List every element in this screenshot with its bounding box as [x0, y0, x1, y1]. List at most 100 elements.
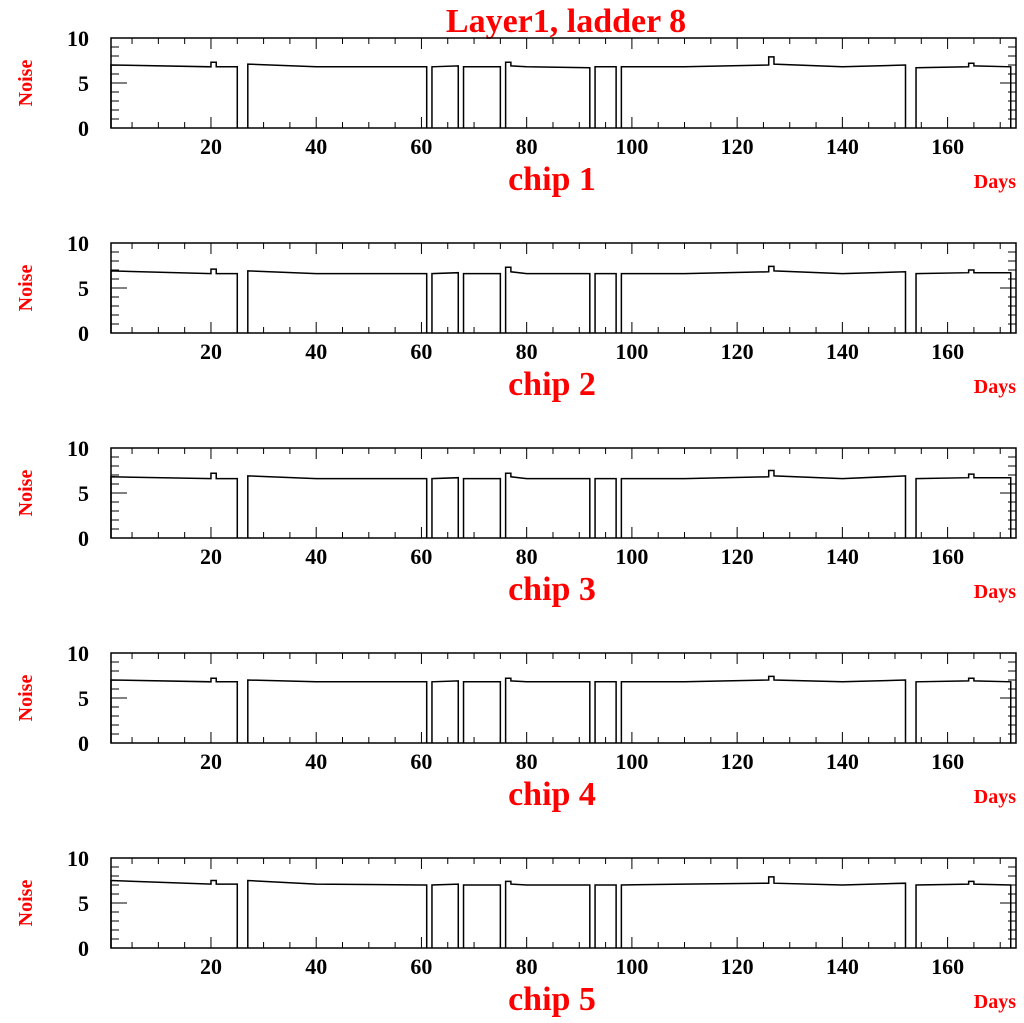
x-tick-label: 40 — [305, 749, 327, 774]
y-tick-label: 0 — [78, 936, 89, 961]
x-tick-label: 60 — [410, 134, 432, 159]
x-tick-label: 100 — [615, 339, 648, 364]
series-segment — [462, 272, 502, 333]
x-tick-label: 120 — [721, 544, 754, 569]
x-tick-label: 60 — [410, 339, 432, 364]
series-segment — [462, 66, 502, 128]
series-segment — [620, 876, 907, 948]
x-tick-label: 160 — [931, 749, 964, 774]
series-segment — [620, 675, 907, 743]
x-tick-label: 160 — [931, 954, 964, 979]
x-tick-label: 160 — [931, 339, 964, 364]
x-tick-label: 160 — [931, 134, 964, 159]
x-tick-label: 60 — [410, 954, 432, 979]
plot-frame — [110, 37, 1017, 129]
x-tick-label: 140 — [826, 339, 859, 364]
series-segment — [431, 476, 460, 538]
x-tick-label: 20 — [200, 954, 222, 979]
series-segment — [915, 677, 1012, 743]
chart-panel-4: 20 40 60 80 100 120 140 160 0 5 10 Noise Days chip 4 — [15, 641, 1017, 813]
series-segment — [594, 884, 617, 948]
x-tick-label: 60 — [410, 749, 432, 774]
chart-panel-5: 20 40 60 80 100 120 140 160 0 5 10 Noise Days chip 5 — [15, 846, 1017, 1018]
series-segment — [431, 680, 460, 743]
x-tick-label: 120 — [721, 339, 754, 364]
chart-panel-2: 20 40 60 80 100 120 140 160 0 5 10 Noise Days chip 2 — [15, 231, 1017, 403]
x-tick-label: 80 — [516, 339, 538, 364]
series-segment — [504, 880, 591, 948]
series-segment — [247, 270, 428, 333]
series-segment — [594, 477, 617, 538]
y-tick-label: 5 — [78, 71, 89, 96]
x-tick-label: 40 — [305, 339, 327, 364]
series-segment — [247, 63, 428, 128]
series-segment — [594, 681, 617, 743]
series-segment — [620, 56, 907, 128]
x-tick-label: 100 — [615, 134, 648, 159]
x-axis-label: Days — [974, 991, 1016, 1013]
x-axis-label: Days — [974, 786, 1016, 808]
x-tick-label: 100 — [615, 749, 648, 774]
series-segment — [915, 62, 1012, 128]
plot-frame — [110, 242, 1017, 334]
x-tick-label: 160 — [931, 544, 964, 569]
series-segment — [504, 266, 591, 333]
y-axis-label: Noise — [15, 675, 37, 722]
x-tick-label: 40 — [305, 954, 327, 979]
x-tick-label: 140 — [826, 544, 859, 569]
series-segment — [431, 883, 460, 948]
series-segment — [110, 677, 239, 743]
series-segment — [431, 271, 460, 333]
x-tick-label: 80 — [516, 544, 538, 569]
series-segment — [431, 65, 460, 128]
y-tick-label: 10 — [67, 231, 89, 256]
series-segment — [462, 884, 502, 948]
x-axis-label: Days — [974, 581, 1016, 603]
x-tick-label: 120 — [721, 134, 754, 159]
y-tick-label: 5 — [78, 686, 89, 711]
y-axis-label: Noise — [15, 470, 37, 517]
series-segment — [915, 269, 1012, 333]
y-tick-label: 10 — [67, 846, 89, 871]
y-tick-label: 10 — [67, 436, 89, 461]
x-tick-label: 140 — [826, 954, 859, 979]
y-tick-label: 0 — [78, 321, 89, 346]
y-axis-label: Noise — [15, 60, 37, 107]
series-segment — [462, 477, 502, 538]
x-tick-label: 80 — [516, 134, 538, 159]
series-segment — [620, 469, 907, 538]
chart-title: chip 2 — [508, 366, 596, 403]
y-tick-label: 5 — [78, 276, 89, 301]
x-tick-label: 100 — [615, 544, 648, 569]
series-segment — [504, 61, 591, 128]
x-tick-label: 120 — [721, 749, 754, 774]
series-segment — [594, 66, 617, 128]
series-segment — [915, 880, 1012, 948]
figure-title: Layer1, ladder 8 — [446, 3, 686, 40]
chart-title: chip 5 — [508, 981, 596, 1018]
y-tick-label: 0 — [78, 731, 89, 756]
y-tick-label: 10 — [67, 641, 89, 666]
x-tick-label: 100 — [615, 954, 648, 979]
series-segment — [110, 472, 239, 538]
series-segment — [247, 879, 428, 948]
plot-frame — [110, 447, 1017, 539]
y-tick-label: 10 — [67, 26, 89, 51]
y-tick-label: 0 — [78, 116, 89, 141]
x-axis-label: Days — [974, 376, 1016, 398]
series-segment — [110, 268, 239, 333]
y-tick-label: 0 — [78, 526, 89, 551]
plot-frame — [110, 857, 1017, 949]
y-tick-label: 5 — [78, 891, 89, 916]
x-tick-label: 120 — [721, 954, 754, 979]
y-axis-label: Noise — [15, 265, 37, 312]
x-tick-label: 20 — [200, 544, 222, 569]
x-tick-label: 20 — [200, 749, 222, 774]
y-tick-label: 5 — [78, 481, 89, 506]
chart-panel-3: 20 40 60 80 100 120 140 160 0 5 10 Noise Days chip 3 — [15, 436, 1017, 608]
x-tick-label: 140 — [826, 134, 859, 159]
series-segment — [620, 265, 907, 333]
series-segment — [594, 272, 617, 333]
